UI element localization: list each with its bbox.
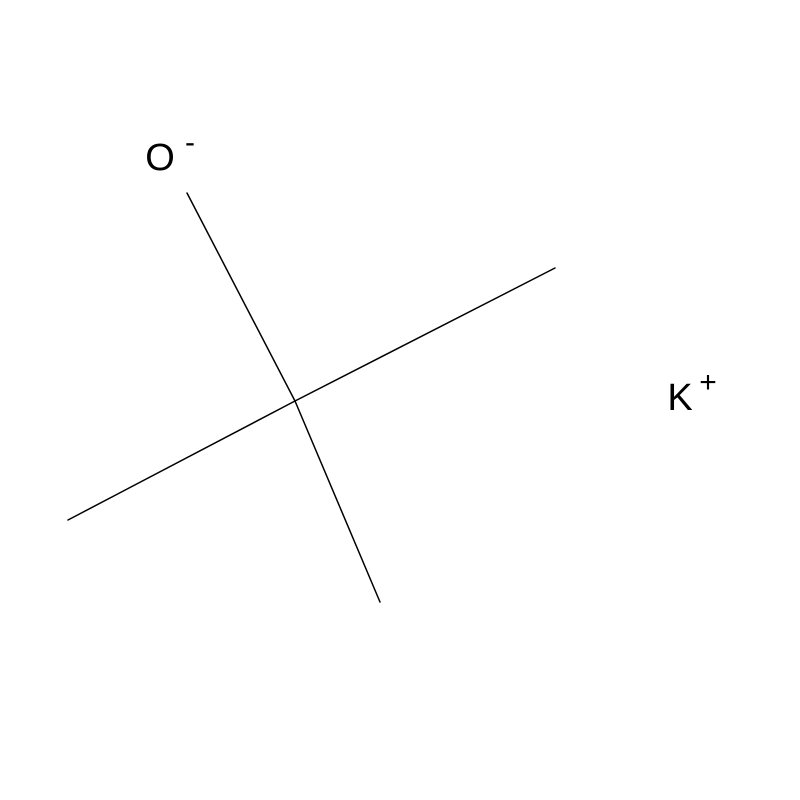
atom-label-oxygen: O — [145, 137, 175, 179]
atom-charge-potassium: + — [699, 366, 717, 399]
molecule-diagram: O- K+ — [0, 0, 800, 800]
atom-charge-oxygen: - — [185, 126, 195, 159]
atom-label-potassium: K — [667, 377, 692, 419]
